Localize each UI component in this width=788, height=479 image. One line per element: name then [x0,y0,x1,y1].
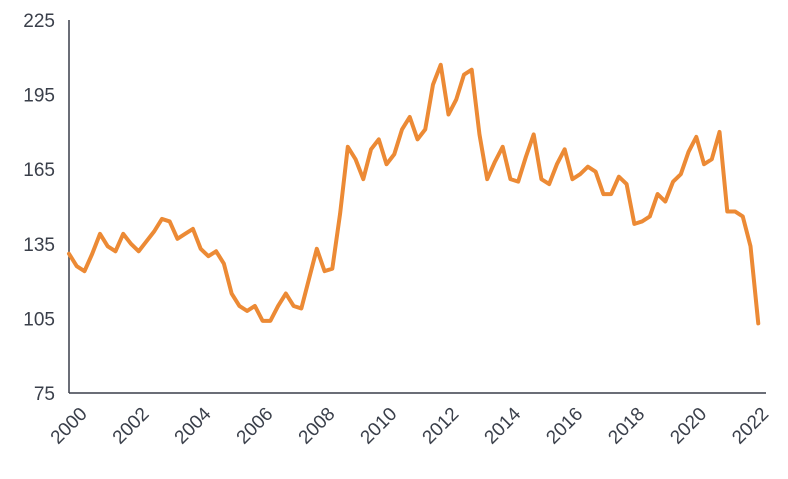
series-line [67,62,761,326]
x-tick-label: 2006 [233,404,278,449]
y-tick-label: 195 [23,86,55,107]
x-tick-label: 2022 [728,404,773,449]
x-tick-label: 2016 [542,404,587,449]
x-tick-label: 2004 [171,403,216,448]
x-tick-label: 2020 [666,404,711,449]
y-tick-label: 225 [23,11,55,32]
x-axis-tick-labels: 2000 2002 2004 2006 2008 2010 2012 2014 2016 2018… [47,403,773,448]
x-tick-label: 2014 [481,403,526,448]
x-tick-label: 2000 [47,404,92,449]
x-tick-label: 2012 [419,404,464,449]
y-tick-label: 165 [23,160,55,181]
y-tick-label: 135 [23,235,55,256]
x-tick-label: 2010 [357,404,402,449]
y-axis-tick-labels: 75 105 135 165 195 225 [23,11,55,405]
x-tick-label: 2008 [295,404,340,449]
y-tick-label: 75 [34,384,55,405]
x-tick-label: 2018 [604,404,649,449]
x-tick-label: 2002 [109,404,154,449]
y-tick-label: 105 [23,309,55,330]
